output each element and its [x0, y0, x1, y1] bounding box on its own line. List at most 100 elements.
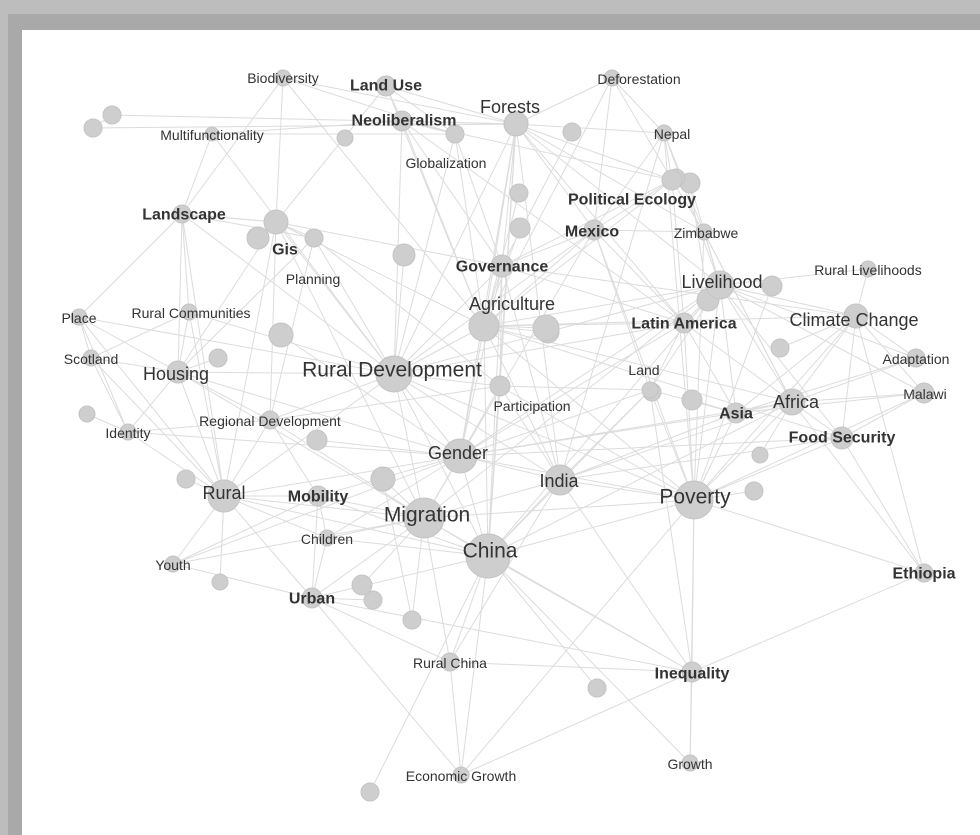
node-planning[interactable] — [304, 228, 324, 248]
node-unlabeled[interactable] — [392, 243, 416, 267]
node-asia[interactable] — [725, 402, 747, 424]
node-unlabeled[interactable] — [83, 118, 103, 138]
node-youth[interactable] — [164, 555, 182, 573]
node-india[interactable] — [544, 464, 576, 496]
node-unlabeled[interactable] — [102, 105, 122, 125]
node-globalization[interactable] — [445, 124, 465, 144]
node-unlabeled[interactable] — [587, 678, 607, 698]
node-land-use[interactable] — [375, 75, 397, 97]
node-unlabeled[interactable] — [336, 129, 354, 147]
node-poverty[interactable] — [674, 480, 714, 520]
node-place[interactable] — [70, 308, 88, 326]
label-multifunctionality: Multifunctionality — [160, 127, 264, 143]
network-graph[interactable]: Biodiversity Land Use Deforestation Forests… — [22, 30, 980, 835]
node-growth[interactable] — [681, 754, 699, 772]
node-unlabeled[interactable] — [363, 590, 383, 610]
edge-poverty-ethiopia — [693, 499, 925, 574]
node-rural-livelihoods[interactable] — [859, 260, 877, 278]
node-agriculture[interactable] — [468, 310, 500, 342]
edge-mexico-latin-america — [593, 229, 685, 324]
node-unlabeled[interactable] — [509, 217, 531, 239]
node-economic-growth[interactable] — [452, 766, 470, 784]
edge-livelihood-malawi — [719, 284, 925, 394]
node-rural-china[interactable] — [440, 652, 460, 672]
node-scotland[interactable] — [82, 349, 100, 367]
edge-china-rural — [223, 495, 489, 557]
label-africa: Africa — [773, 392, 820, 412]
node-mobility[interactable] — [307, 485, 329, 507]
node-malawi[interactable] — [913, 382, 935, 404]
edge-inequality-urban — [311, 597, 693, 673]
node-unlabeled[interactable] — [681, 389, 703, 411]
node-nepal[interactable] — [655, 124, 673, 142]
edge-identity-place — [78, 316, 129, 433]
edge-rural-development-regional-development — [269, 373, 395, 421]
node-housing[interactable] — [166, 360, 190, 384]
node-participation[interactable] — [489, 375, 511, 397]
edge-india-rural-china — [449, 479, 561, 663]
node-zimbabwe[interactable] — [695, 223, 713, 241]
node-ethiopia[interactable] — [914, 563, 934, 583]
node-gender[interactable] — [442, 438, 478, 474]
node-unlabeled[interactable] — [306, 429, 328, 451]
label-layer: Biodiversity Land Use Deforestation Forests… — [61, 70, 955, 784]
node-unlabeled[interactable] — [208, 348, 228, 368]
node-unlabeled[interactable] — [744, 481, 764, 501]
edge-rural-development-latin-america — [393, 322, 685, 375]
node-deforestation[interactable] — [603, 69, 621, 87]
node-latin-america[interactable] — [673, 312, 695, 334]
node-rural-development[interactable] — [375, 355, 413, 393]
node-unlabeled[interactable] — [761, 275, 783, 297]
edge-u32-china — [369, 555, 489, 793]
node-unlabeled[interactable] — [78, 405, 96, 423]
node-unlabeled[interactable] — [370, 466, 396, 492]
label-biodiversity: Biodiversity — [247, 70, 319, 86]
node-unlabeled[interactable] — [351, 574, 373, 596]
node-identity[interactable] — [119, 423, 137, 441]
edge-latin-america-asia — [683, 322, 737, 414]
node-unlabeled[interactable] — [360, 782, 380, 802]
node-urban[interactable] — [301, 587, 323, 609]
node-regional-development[interactable] — [260, 410, 280, 430]
node-unlabeled[interactable] — [532, 314, 560, 342]
node-political-ecology[interactable] — [661, 169, 683, 191]
edge-gender-land — [459, 389, 651, 457]
node-multifunctionality[interactable] — [204, 126, 220, 142]
edge-identity-scotland — [90, 357, 129, 433]
node-unlabeled[interactable] — [562, 122, 582, 142]
node-unlabeled[interactable] — [751, 446, 769, 464]
node-china[interactable] — [465, 533, 511, 579]
node-gis[interactable] — [263, 209, 289, 235]
node-adaptation[interactable] — [906, 348, 926, 368]
node-children[interactable] — [318, 529, 336, 547]
node-unlabeled[interactable] — [211, 573, 229, 591]
node-unlabeled[interactable] — [770, 338, 790, 358]
node-africa[interactable] — [778, 388, 806, 416]
node-unlabeled[interactable] — [268, 322, 294, 348]
edge-rural-housing — [177, 371, 225, 497]
node-inequality[interactable] — [681, 661, 703, 683]
node-rural-communities[interactable] — [180, 303, 198, 321]
node-rural[interactable] — [207, 479, 241, 513]
node-migration[interactable] — [403, 497, 445, 539]
node-forests[interactable] — [503, 111, 529, 137]
node-unlabeled[interactable] — [246, 226, 270, 250]
edge-rural-gis — [223, 221, 277, 497]
node-mexico[interactable] — [583, 219, 605, 241]
node-food-security[interactable] — [830, 426, 854, 450]
node-biodiversity[interactable] — [274, 69, 292, 87]
node-governance[interactable] — [490, 254, 514, 278]
node-land[interactable] — [641, 381, 659, 399]
node-livelihood[interactable] — [705, 270, 735, 300]
node-unlabeled[interactable] — [509, 183, 529, 203]
node-unlabeled[interactable] — [402, 610, 422, 630]
edge-rural-identity — [127, 431, 225, 497]
node-climate-change[interactable] — [843, 303, 869, 329]
node-landscape[interactable] — [172, 204, 192, 224]
node-unlabeled[interactable] — [176, 469, 196, 489]
label-gis: Gis — [272, 242, 298, 259]
node-neoliberalism[interactable] — [391, 110, 413, 132]
edge-latin-america-neoliberalism — [401, 120, 685, 324]
edge-food-security-gender — [459, 437, 843, 457]
edge-migration-livelihood — [423, 284, 721, 519]
